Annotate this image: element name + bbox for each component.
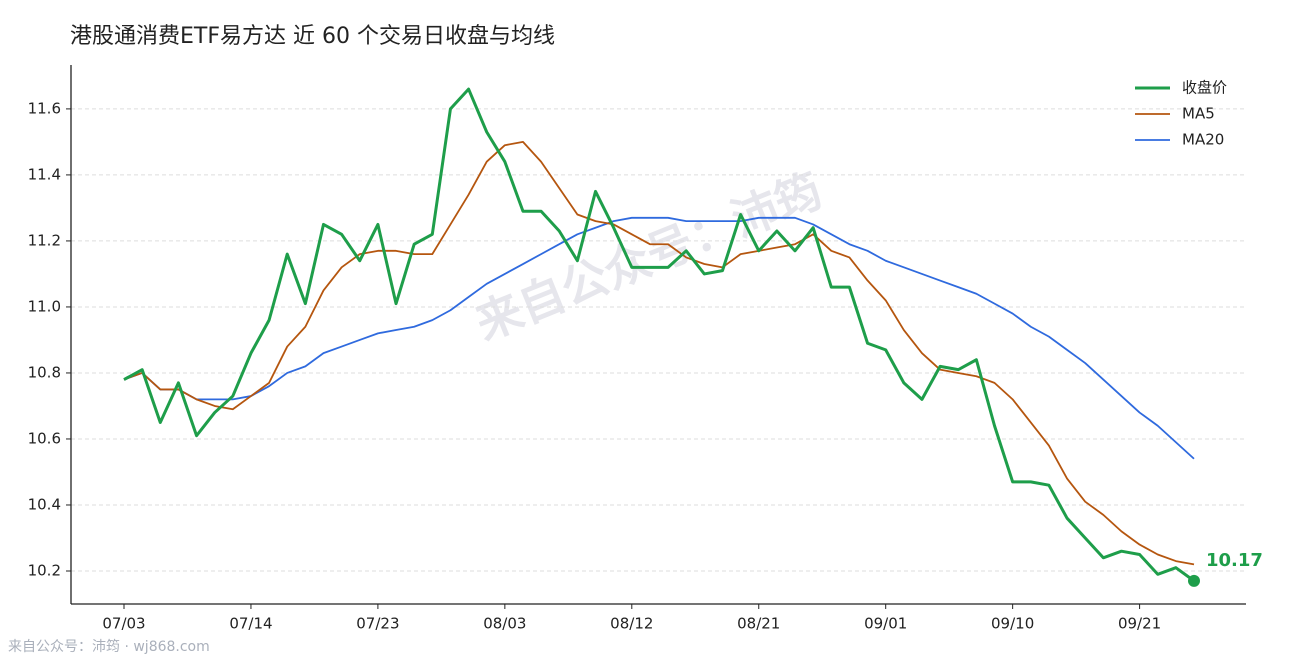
legend-label: MA5 [1182, 105, 1215, 123]
last-value-label: 10.17 [1206, 550, 1263, 571]
last-point [1188, 574, 1200, 587]
x-tick-label: 09/21 [1118, 615, 1161, 633]
x-tick-label: 07/14 [229, 615, 272, 633]
chart-title: 港股通消费ETF易方达 近 60 个交易日收盘与均线 [70, 24, 555, 49]
x-tick-label: 08/03 [483, 615, 526, 633]
series-line [123, 141, 1195, 566]
y-tick-label: 11.6 [28, 99, 61, 117]
footer: 来自公众号：沛筠 · wj868.com [8, 638, 210, 655]
legend-label: 收盘价 [1182, 79, 1227, 97]
y-tick-label: 10.6 [28, 429, 61, 447]
x-tick-label: 09/10 [991, 615, 1034, 633]
y-tick-label: 11.2 [28, 231, 61, 249]
y-tick-label: 10.2 [28, 561, 61, 579]
x-tick-label: 08/21 [737, 615, 780, 633]
x-tick-label: 07/03 [102, 615, 145, 633]
x-tick-label: 09/01 [864, 615, 907, 633]
series-line [123, 216, 1195, 460]
x-tick-label: 07/23 [356, 615, 399, 633]
legend-label: MA20 [1182, 131, 1224, 149]
x-tick-label: 08/12 [610, 615, 653, 633]
y-tick-label: 10.8 [28, 363, 61, 381]
y-tick-label: 11.4 [28, 165, 61, 183]
watermark: 来自公众号：沛筠 [468, 163, 829, 351]
series-line [123, 87, 1195, 583]
y-tick-label: 11.0 [28, 297, 61, 315]
y-tick-label: 10.4 [28, 495, 61, 513]
